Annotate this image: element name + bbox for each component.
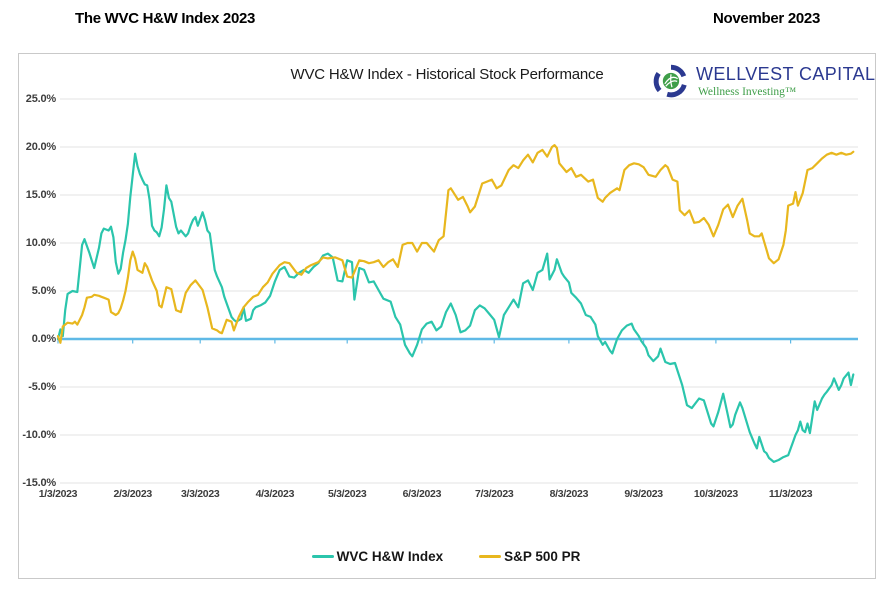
wvc-series-swatch — [311, 554, 334, 559]
y-axis-label: 15.0% — [25, 188, 56, 201]
chart-legend: WVC H&W Index S&P 500 PR — [0, 549, 892, 564]
x-axis-label: 4/3/2023 — [255, 488, 295, 500]
y-axis-label: 25.0% — [25, 92, 56, 105]
x-axis-label: 11/3/2023 — [768, 488, 813, 500]
x-axis-label: 7/3/2023 — [474, 488, 514, 500]
sp500-series-swatch — [479, 554, 502, 559]
y-axis-label: -15.0% — [22, 476, 56, 489]
page-date: November 2023 — [713, 10, 820, 27]
x-axis-label: 1/3/2023 — [38, 488, 78, 500]
y-axis-label: -5.0% — [28, 380, 56, 393]
y-axis-label: 20.0% — [25, 140, 56, 153]
brand-tagline: Wellness Investing™ — [698, 85, 797, 98]
x-axis-label: 5/3/2023 — [327, 488, 367, 500]
wellvest-capital-logo: WELLVEST CAPITAL Wellness Investing™ — [652, 62, 875, 100]
x-axis-label: 2/3/2023 — [113, 488, 152, 500]
brand-name: WELLVEST CAPITAL — [696, 64, 876, 84]
x-axis-label: 9/3/2023 — [624, 488, 663, 500]
legend-label-sp500: S&P 500 PR — [504, 549, 581, 564]
chart-card: WVC H&W Index - Historical Stock Perform… — [18, 53, 876, 579]
chart-title: WVC H&W Index - Historical Stock Perform… — [290, 66, 604, 83]
y-axis-label: 10.0% — [25, 236, 56, 249]
wellvest-swirl-icon — [653, 64, 687, 98]
page-title: The WVC H&W Index 2023 — [75, 10, 256, 27]
legend-item-wvc: WVC H&W Index — [311, 549, 444, 564]
legend-label-wvc: WVC H&W Index — [336, 549, 444, 564]
x-axis-label: 8/3/2023 — [549, 488, 589, 500]
x-axis-label: 3/3/2023 — [180, 488, 220, 500]
x-axis-label: 6/3/2023 — [402, 488, 442, 500]
x-axis-label: 10/3/2023 — [693, 488, 738, 500]
legend-item-sp500: S&P 500 PR — [479, 549, 580, 564]
y-axis-label: 5.0% — [31, 284, 56, 297]
y-axis-label: 0.0% — [31, 332, 56, 345]
y-axis-label: -10.0% — [22, 428, 56, 441]
